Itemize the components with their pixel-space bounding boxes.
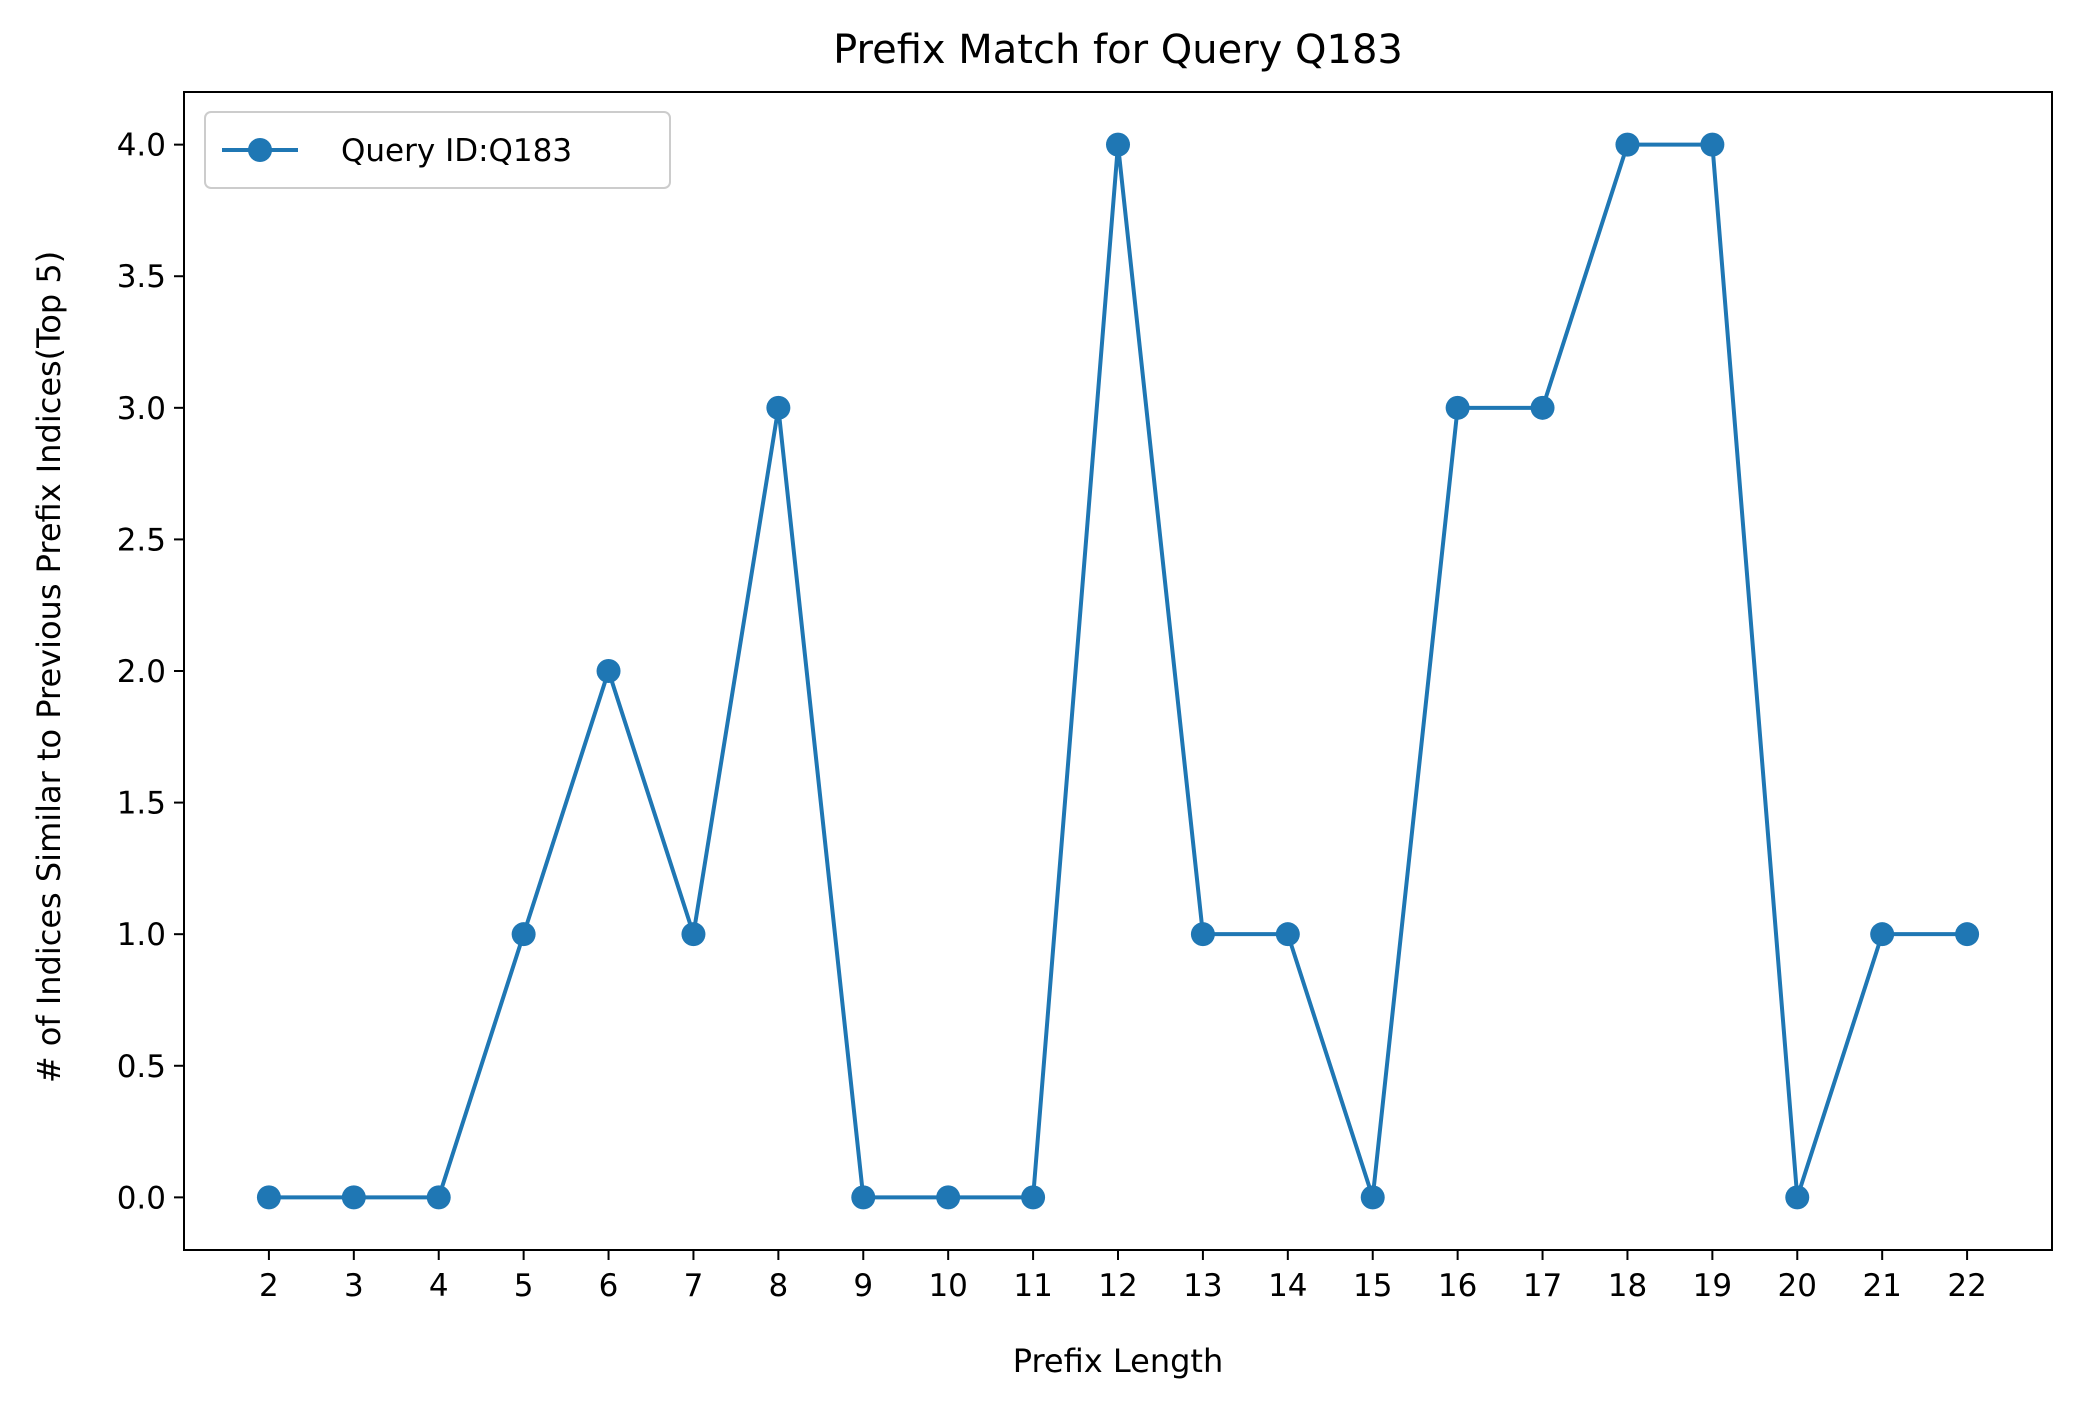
- legend-marker: [248, 138, 272, 162]
- x-tick-label: 16: [1438, 1268, 1477, 1304]
- x-tick-label: 4: [429, 1268, 449, 1304]
- y-tick-label: 1.5: [117, 786, 166, 822]
- data-point: [511, 922, 536, 947]
- x-tick-label: 7: [684, 1268, 704, 1304]
- y-tick-label: 3.5: [117, 259, 166, 295]
- x-tick-label: 19: [1693, 1268, 1732, 1304]
- x-tick-label: 6: [599, 1268, 619, 1304]
- data-point: [681, 922, 706, 947]
- data-point: [851, 1185, 876, 1210]
- x-tick-label: 11: [1013, 1268, 1052, 1304]
- x-tick-label: 9: [853, 1268, 873, 1304]
- data-point: [1275, 922, 1300, 947]
- x-tick-label: 20: [1778, 1268, 1817, 1304]
- x-tick-label: 12: [1098, 1268, 1137, 1304]
- x-tick-label: 17: [1523, 1268, 1562, 1304]
- y-tick-label: 3.0: [117, 391, 166, 427]
- legend-box: [204, 111, 671, 189]
- x-tick-label: 15: [1353, 1268, 1392, 1304]
- data-point: [1615, 132, 1640, 157]
- data-point: [1530, 395, 1555, 420]
- y-tick-label: 2.5: [117, 522, 166, 558]
- data-point: [1445, 395, 1470, 420]
- x-tick-label: 14: [1268, 1268, 1307, 1304]
- chart-title: Prefix Match for Query Q183: [833, 27, 1403, 73]
- x-tick-label: 3: [344, 1268, 364, 1304]
- data-point: [596, 659, 621, 683]
- data-point: [426, 1185, 451, 1210]
- data-point: [256, 1185, 281, 1210]
- data-point: [1190, 922, 1215, 947]
- x-tick-label: 13: [1183, 1268, 1222, 1304]
- x-tick-label: 18: [1608, 1268, 1647, 1304]
- y-tick-label: 0.0: [117, 1180, 166, 1216]
- data-point: [1870, 922, 1895, 947]
- x-tick-label: 8: [768, 1268, 788, 1304]
- data-point: [1785, 1185, 1810, 1210]
- y-tick-label: 1.0: [117, 917, 166, 953]
- y-tick-label: 2.0: [117, 654, 166, 690]
- data-point: [1106, 132, 1130, 157]
- x-tick-label: 21: [1862, 1268, 1901, 1304]
- x-tick-label: 10: [928, 1268, 967, 1304]
- data-point: [1700, 132, 1725, 157]
- x-tick-label: 22: [1947, 1268, 1986, 1304]
- data-point: [936, 1185, 961, 1210]
- legend: Query ID:Q183: [204, 111, 671, 189]
- y-tick-label: 4.0: [117, 128, 166, 164]
- y-tick-label: 0.5: [117, 1049, 166, 1085]
- data-point: [1360, 1185, 1385, 1210]
- data-point: [1955, 922, 1980, 947]
- legend-label: Query ID:Q183: [341, 133, 572, 169]
- data-point: [766, 395, 791, 420]
- x-tick-label: 2: [259, 1268, 279, 1304]
- x-axis-label: Prefix Length: [1013, 1342, 1224, 1380]
- plot-area: 2 3 4 5 6 7 8 9 10 11 12 13 14 15 16 17 18 19 20 21 22 0.0 0.5…: [117, 91, 2053, 1304]
- y-axis-label: # of Indices Similar to Previous Prefix …: [30, 251, 68, 1083]
- x-tick-label: 5: [514, 1268, 534, 1304]
- data-point: [1021, 1185, 1046, 1210]
- data-point: [341, 1185, 366, 1210]
